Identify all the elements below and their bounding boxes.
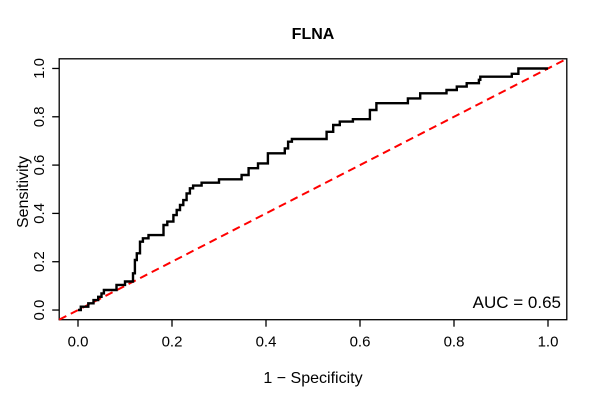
- x-tick-label: 0.8: [444, 334, 465, 351]
- y-tick-label: 0.6: [31, 155, 48, 176]
- x-tick-label: 0.4: [256, 334, 277, 351]
- x-tick-label: 0.6: [350, 334, 371, 351]
- x-tick-label: 0.2: [162, 334, 183, 351]
- auc-annotation: AUC = 0.65: [473, 293, 561, 312]
- x-tick-label: 1.0: [538, 334, 559, 351]
- y-tick-label: 0.0: [31, 300, 48, 321]
- x-axis: 0.0 0.2 0.4 0.6 0.8 1.0: [68, 319, 559, 351]
- x-axis-title: 1 − Specificity: [263, 370, 362, 387]
- y-axis-title: Sensitivity: [15, 156, 32, 228]
- x-tick-label: 0.0: [68, 334, 89, 351]
- chart-title: FLNA: [292, 26, 335, 43]
- y-tick-label: 0.8: [31, 106, 48, 127]
- y-tick-label: 0.2: [31, 251, 48, 272]
- plot-box: [58, 58, 568, 321]
- y-axis: 0.0 0.2 0.4 0.6 0.8 1.0: [31, 58, 60, 321]
- y-tick-label: 0.4: [31, 203, 48, 224]
- roc-curve-line: [78, 67, 548, 312]
- chance-diagonal-line: [58, 57, 568, 321]
- y-tick-label: 1.0: [31, 58, 48, 79]
